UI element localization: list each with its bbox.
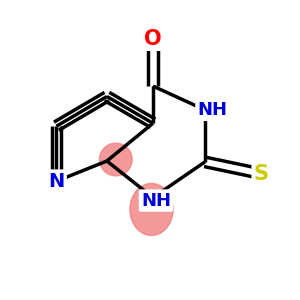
Text: NH: NH xyxy=(141,191,171,209)
Text: N: N xyxy=(48,172,64,191)
Ellipse shape xyxy=(130,183,173,236)
Text: NH: NH xyxy=(197,101,227,119)
Text: O: O xyxy=(144,28,162,49)
Circle shape xyxy=(100,143,132,176)
Text: S: S xyxy=(254,164,269,184)
